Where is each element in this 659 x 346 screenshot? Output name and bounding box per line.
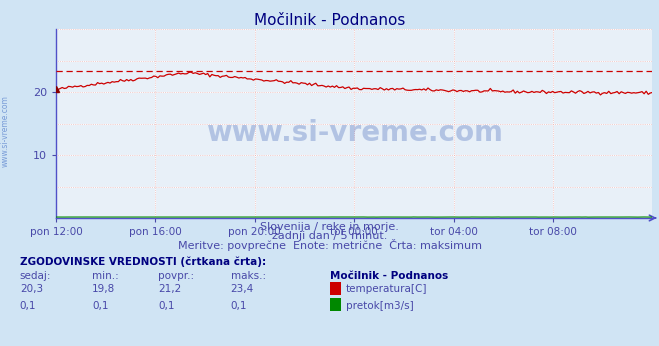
Text: Meritve: povprečne  Enote: metrične  Črta: maksimum: Meritve: povprečne Enote: metrične Črta:… — [177, 239, 482, 251]
Text: Močilnik - Podnanos: Močilnik - Podnanos — [330, 271, 447, 281]
Text: 19,8: 19,8 — [92, 284, 115, 294]
Text: www.si-vreme.com: www.si-vreme.com — [206, 119, 503, 147]
Text: ZGODOVINSKE VREDNOSTI (črtkana črta):: ZGODOVINSKE VREDNOSTI (črtkana črta): — [20, 256, 266, 267]
Text: sedaj:: sedaj: — [20, 271, 51, 281]
Text: 0,1: 0,1 — [158, 301, 175, 311]
Text: temperatura[C]: temperatura[C] — [346, 284, 428, 294]
Text: 23,4: 23,4 — [231, 284, 254, 294]
Text: maks.:: maks.: — [231, 271, 266, 281]
Text: povpr.:: povpr.: — [158, 271, 194, 281]
Text: www.si-vreme.com: www.si-vreme.com — [1, 95, 10, 167]
Text: pretok[m3/s]: pretok[m3/s] — [346, 301, 414, 311]
Text: Slovenija / reke in morje.: Slovenija / reke in morje. — [260, 222, 399, 232]
Text: 0,1: 0,1 — [231, 301, 247, 311]
Text: zadnji dan / 5 minut.: zadnji dan / 5 minut. — [272, 231, 387, 242]
Text: 20,3: 20,3 — [20, 284, 43, 294]
Text: Močilnik - Podnanos: Močilnik - Podnanos — [254, 13, 405, 28]
Text: 0,1: 0,1 — [92, 301, 109, 311]
Text: 21,2: 21,2 — [158, 284, 181, 294]
Text: min.:: min.: — [92, 271, 119, 281]
Text: 0,1: 0,1 — [20, 301, 36, 311]
